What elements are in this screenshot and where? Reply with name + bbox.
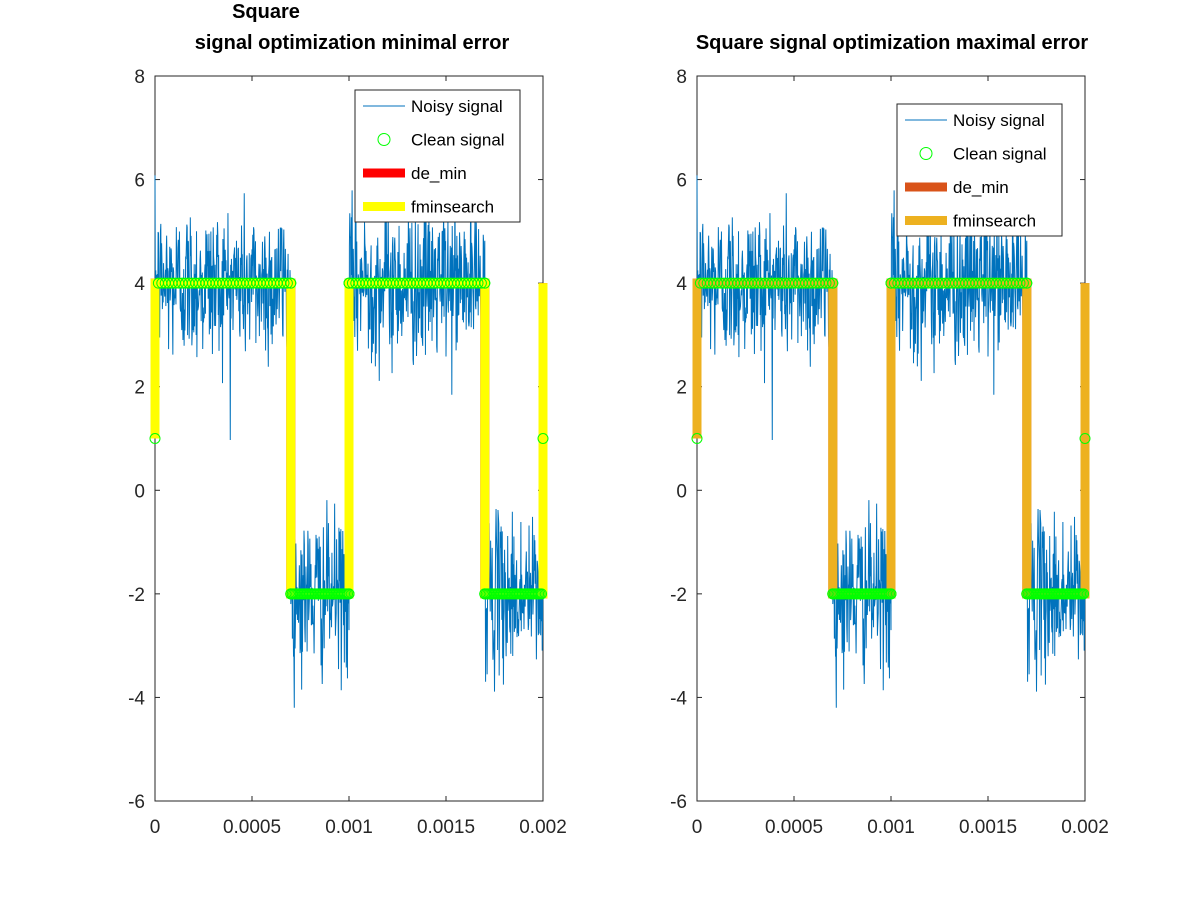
legend-label: de_min bbox=[953, 178, 1009, 197]
legend-label: de_min bbox=[411, 164, 467, 183]
legend-label: fminsearch bbox=[411, 198, 494, 217]
legend-box bbox=[354, 89, 521, 223]
x-tick-label: 0 bbox=[150, 817, 161, 838]
clean-signal-point bbox=[827, 277, 839, 289]
y-tick-label: 0 bbox=[134, 481, 145, 502]
chart-minimal-error: Square signal optimization minimal error -… bbox=[128, 1, 567, 838]
series-clean-signal bbox=[149, 277, 549, 600]
y-tick-label: 2 bbox=[134, 378, 145, 399]
y-tick-label: -4 bbox=[128, 688, 145, 709]
legend-label: Noisy signal bbox=[411, 97, 503, 116]
x-tick-label: 0.0005 bbox=[765, 817, 823, 838]
clean-signal-point bbox=[885, 588, 897, 600]
legend: Noisy signal Clean signal de_min fminsearch bbox=[354, 89, 521, 223]
x-tick-label: 0.0015 bbox=[959, 817, 1017, 838]
clean-signal-point bbox=[1017, 277, 1029, 289]
clean-signal-point bbox=[1021, 588, 1033, 600]
clean-signal-point bbox=[823, 277, 835, 289]
clean-signal-point bbox=[1078, 588, 1090, 600]
y-tick-label: -4 bbox=[670, 688, 687, 709]
clean-signal-point bbox=[149, 433, 161, 444]
y-tick-label: 4 bbox=[134, 274, 145, 295]
legend-box bbox=[896, 103, 1063, 237]
x-tick-label: 0.001 bbox=[867, 817, 915, 838]
clean-signal-point bbox=[343, 277, 355, 289]
y-tick-label: -2 bbox=[128, 585, 145, 606]
chart-title: Square signal optimization maximal error bbox=[696, 32, 1089, 54]
clean-signal-point bbox=[537, 433, 549, 444]
clean-signal-point bbox=[536, 588, 548, 600]
series-fminsearch bbox=[692, 278, 1090, 599]
clean-signal-point bbox=[343, 588, 355, 600]
x-tick-label: 0.002 bbox=[519, 817, 567, 838]
clean-signal-point bbox=[281, 277, 293, 289]
x-tick-label: 0.0005 bbox=[223, 817, 281, 838]
clean-signal-point bbox=[475, 277, 487, 289]
y-tick-label: 8 bbox=[676, 67, 687, 88]
chart-maximal-error: Square signal optimization maximal error… bbox=[670, 32, 1109, 838]
clean-signal-point bbox=[278, 277, 290, 289]
chart-title: signal optimization minimal error bbox=[195, 32, 510, 54]
clean-signal-point bbox=[820, 277, 832, 289]
y-tick-label: -2 bbox=[670, 585, 687, 606]
clean-signal-point bbox=[827, 588, 839, 600]
y-tick-label: 2 bbox=[676, 378, 687, 399]
clean-signal-point bbox=[472, 277, 484, 289]
clean-signal-point bbox=[1021, 277, 1033, 289]
x-tick-label: 0.002 bbox=[1061, 817, 1109, 838]
y-tick-label: 6 bbox=[134, 171, 145, 192]
y-tick-label: 8 bbox=[134, 67, 145, 88]
x-tick-label: 0.001 bbox=[325, 817, 373, 838]
legend-swatch-clean-signal bbox=[919, 147, 933, 160]
y-tick-label: -6 bbox=[128, 792, 145, 813]
series-clean-signal bbox=[691, 277, 1091, 600]
y-tick-label: 0 bbox=[676, 481, 687, 502]
clean-signal-point bbox=[691, 433, 703, 444]
clean-signal-point bbox=[285, 588, 297, 600]
y-tick-label: -6 bbox=[670, 792, 687, 813]
legend-label: Clean signal bbox=[953, 145, 1047, 164]
clean-signal-point bbox=[285, 277, 297, 289]
clean-signal-point bbox=[479, 588, 491, 600]
clean-signal-point bbox=[1014, 277, 1026, 289]
clean-signal-point bbox=[885, 277, 897, 289]
x-tick-label: 0.0015 bbox=[417, 817, 475, 838]
x-tick-label: 0 bbox=[692, 817, 703, 838]
clean-signal-point bbox=[1079, 433, 1091, 444]
chart-title: Square bbox=[232, 1, 300, 23]
series-fminsearch bbox=[150, 278, 548, 599]
y-tick-label: 4 bbox=[676, 274, 687, 295]
clean-signal-point bbox=[479, 277, 491, 289]
legend-label: Noisy signal bbox=[953, 111, 1045, 130]
y-tick-label: 6 bbox=[676, 171, 687, 192]
legend: Noisy signal Clean signal de_min fminsearch bbox=[896, 103, 1063, 237]
legend-swatch-clean-signal bbox=[377, 133, 391, 146]
legend-label: fminsearch bbox=[953, 212, 1036, 231]
legend-label: Clean signal bbox=[411, 131, 505, 150]
